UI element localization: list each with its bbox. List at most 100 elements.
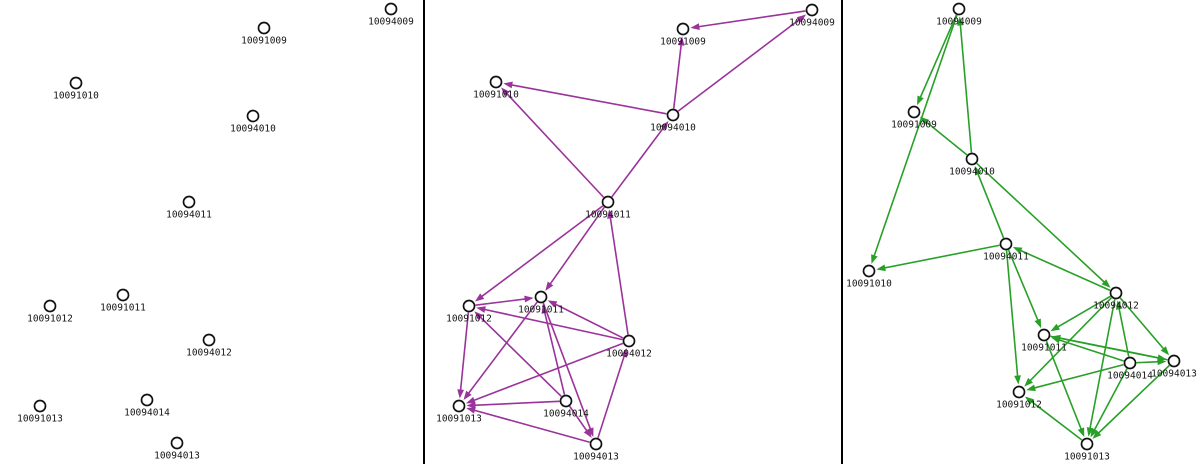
node-10094012[interactable] [622, 334, 636, 348]
node-label-10091011: 10091011 [1021, 343, 1067, 354]
node-label-10091010: 10091010 [846, 279, 892, 290]
node-10091010[interactable] [489, 75, 503, 89]
arrowhead-10091013-10091012 [1024, 396, 1035, 405]
arrowhead-10091011-10091013 [1077, 427, 1085, 438]
edge-10094011-10091010 [883, 244, 1000, 269]
edge-10091011-10091013 [467, 301, 538, 395]
edge-10094011-10094010 [611, 126, 665, 198]
node-label-10094010: 10094010 [949, 167, 995, 178]
node-10094010[interactable] [965, 152, 979, 166]
arrowhead-10094014-10094013 [1157, 358, 1167, 366]
edge-10094012-10091011 [1056, 295, 1111, 329]
edge-10094013-10091013 [472, 409, 590, 444]
arrowhead-10094012-10094011 [607, 209, 614, 219]
edge-10094011-10091012 [480, 205, 604, 298]
node-label-10094009: 10094009 [936, 17, 982, 28]
arrowhead-10094011-10094010 [660, 121, 669, 131]
node-10094012[interactable] [202, 333, 216, 347]
node-label-10094014: 10094014 [124, 408, 170, 419]
node-label-10094010: 10094010 [230, 124, 276, 135]
arrowhead-10094010-10094009 [796, 14, 807, 23]
arrowhead-10094012-10091011 [547, 300, 558, 308]
node-10091013[interactable] [33, 399, 47, 413]
edge-10091011-10091013 [1045, 340, 1083, 431]
node-label-10094014: 10094014 [1107, 371, 1153, 382]
node-label-10094013: 10094013 [573, 452, 619, 463]
edge-10094012-10094013 [1119, 297, 1166, 351]
node-label-10094009: 10094009 [368, 17, 414, 28]
edge-10094009-10091009 [697, 10, 806, 28]
node-10091013[interactable] [1080, 437, 1094, 451]
arrowhead-10094014-10091013 [1090, 427, 1098, 438]
edge-10094010-10091010 [510, 83, 667, 115]
node-10094010[interactable] [246, 109, 260, 123]
edge-10094012-10091013 [472, 342, 624, 402]
edge-10094010-10094012 [976, 162, 1106, 284]
node-10091013[interactable] [452, 399, 466, 413]
node-label-10094012: 10094012 [186, 348, 232, 359]
edge-10091011-10094013 [542, 302, 592, 431]
edge-10094011-10091010 [505, 92, 605, 198]
node-10094013[interactable] [589, 437, 603, 451]
node-label-10091009: 10091009 [660, 37, 706, 48]
node-10094013[interactable] [170, 436, 184, 450]
node-10091010[interactable] [69, 76, 83, 90]
node-label-10091010: 10091010 [53, 91, 99, 102]
node-10094010[interactable] [666, 108, 680, 122]
edge-10094013-10091013 [1096, 364, 1170, 435]
arrowhead-10094013-10091013 [466, 407, 476, 414]
edge-10094012-10094011 [609, 216, 629, 335]
node-10094011[interactable] [601, 195, 615, 209]
node-10091009[interactable] [257, 21, 271, 35]
node-10094014[interactable] [140, 393, 154, 407]
node-10094009[interactable] [384, 2, 398, 16]
arrowhead-10094010-10091009 [919, 116, 929, 126]
node-label-10091011: 10091011 [100, 303, 146, 314]
node-10091010[interactable] [862, 264, 876, 278]
arrowhead-10094010-10094009 [957, 16, 964, 26]
node-10094014[interactable] [1123, 356, 1137, 370]
node-10091012[interactable] [1012, 385, 1026, 399]
arrowhead-10094011-10091011 [545, 281, 554, 291]
node-label-10094013: 10094013 [154, 451, 200, 462]
edge-10094010-10091009 [924, 120, 968, 156]
arrowhead-10094012-10094011 [1012, 247, 1023, 254]
arrowhead-10094012-10091011 [1050, 323, 1060, 332]
node-10094014[interactable] [559, 394, 573, 408]
node-label-10094009: 10094009 [789, 18, 835, 29]
arrowhead-10094009-10091009 [917, 95, 924, 106]
edge-10094009-10091010 [872, 14, 958, 258]
node-label-10094012: 10094012 [606, 349, 652, 360]
node-10091011[interactable] [1037, 328, 1051, 342]
edge-10094011-10094010 [976, 172, 1005, 239]
arrowhead-10091011-10091013 [463, 390, 472, 401]
arrowhead-10091012-10091011 [524, 295, 534, 303]
arrowhead-10094014-10091013 [466, 401, 476, 409]
arrowhead-10094009-10091009 [690, 23, 700, 30]
panel-nodes-only: 10094009 10091009 10091010 10094010 10094011… [17, 2, 414, 462]
node-10094012[interactable] [1109, 286, 1123, 300]
node-label-10094010: 10094010 [650, 123, 696, 134]
node-10091009[interactable] [907, 105, 921, 119]
node-10091011[interactable] [534, 290, 548, 304]
edge-10094014-10091012 [1032, 363, 1124, 390]
arrowhead-10094010-10091010 [503, 81, 513, 89]
node-10091012[interactable] [43, 299, 57, 313]
node-label-10094014: 10094014 [543, 409, 589, 420]
arrowhead-10094012-10091012 [476, 306, 486, 313]
node-10094013[interactable] [1167, 354, 1181, 368]
edge-10094009-10091009 [919, 14, 958, 100]
edge-10094014-10091011 [1057, 338, 1125, 362]
node-10091012[interactable] [462, 299, 476, 313]
arrowhead-10094011-10091010 [501, 87, 510, 97]
node-10091009[interactable] [676, 22, 690, 36]
node-10094009[interactable] [805, 3, 819, 17]
node-10094011[interactable] [999, 237, 1013, 251]
edge-10094011-10091011 [1007, 249, 1040, 322]
arrowhead-10094010-10091009 [677, 36, 685, 46]
node-label-10091012: 10091012 [27, 314, 73, 325]
node-label-10091011: 10091011 [518, 305, 564, 316]
node-10091011[interactable] [116, 288, 130, 302]
node-10094011[interactable] [182, 195, 196, 209]
node-10094009[interactable] [952, 2, 966, 16]
